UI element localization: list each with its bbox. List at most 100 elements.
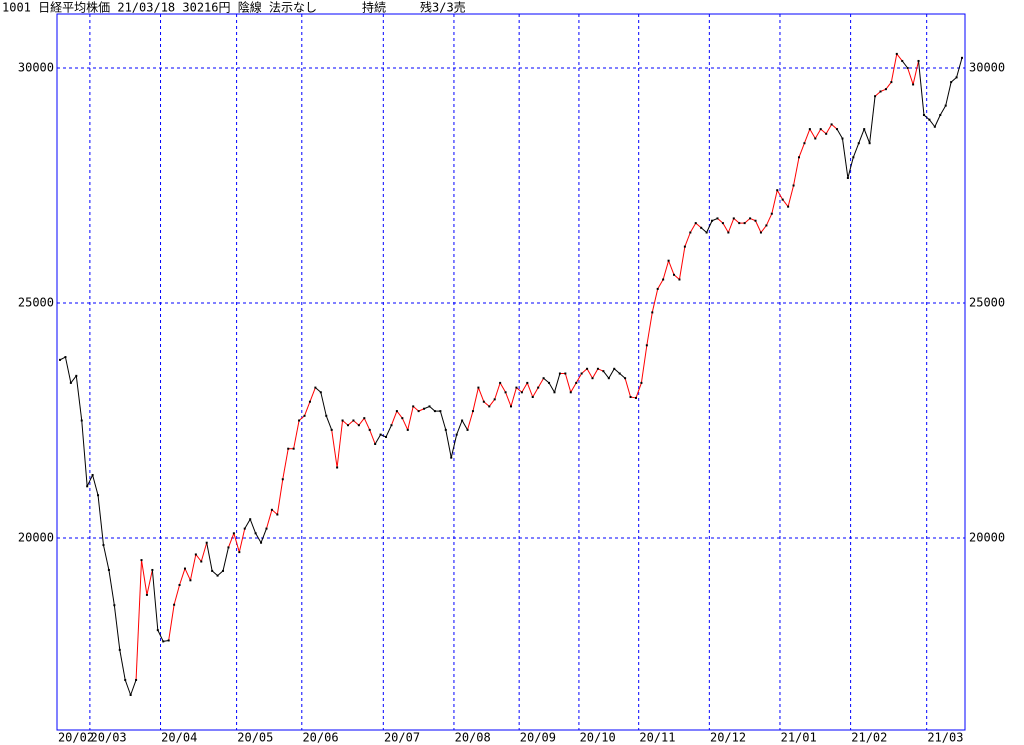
status: 持続 — [362, 0, 386, 15]
price-segment — [244, 518, 251, 529]
price-point — [379, 433, 382, 436]
price-segment — [86, 474, 94, 487]
price-segment — [776, 189, 784, 200]
x-tick-label: 20/10 — [580, 731, 616, 745]
price-point — [759, 231, 762, 234]
price-point — [167, 639, 170, 642]
price-segment — [526, 382, 534, 398]
price-segment — [793, 157, 800, 186]
price-point — [352, 419, 355, 422]
price-point — [499, 381, 502, 384]
price-point — [716, 217, 719, 220]
position: 残3/3売 — [420, 0, 466, 15]
x-tick-label: 20/04 — [161, 731, 197, 745]
price-point — [857, 142, 860, 145]
price-point — [314, 386, 317, 389]
price-point — [292, 447, 295, 450]
price-point — [488, 405, 491, 408]
x-tick-label: 20/08 — [455, 731, 491, 745]
price-point — [363, 417, 366, 420]
price-segment — [624, 378, 632, 398]
price-segment — [684, 232, 691, 247]
price-segment — [374, 434, 382, 445]
price-segment — [401, 417, 409, 431]
price-point — [97, 494, 100, 497]
price-point — [216, 574, 219, 577]
price-segment — [635, 382, 642, 399]
price-point — [618, 372, 621, 375]
price-point — [548, 381, 551, 384]
x-tick-label: 21/01 — [781, 731, 817, 745]
price-segment — [929, 119, 936, 128]
price-point — [890, 81, 893, 84]
price-point — [950, 81, 953, 84]
price-point — [683, 245, 686, 248]
price-point — [825, 132, 828, 135]
x-tick-label: 20/06 — [302, 731, 338, 745]
price-point — [667, 259, 670, 262]
price-segment — [304, 401, 311, 416]
price-segment — [92, 474, 99, 496]
price-segment — [608, 368, 615, 379]
price-segment — [592, 368, 599, 379]
price-point — [287, 447, 290, 450]
price-point — [564, 372, 567, 375]
price-point — [868, 142, 871, 145]
price-point — [673, 273, 676, 276]
price-point — [156, 629, 159, 632]
price-point — [401, 417, 404, 420]
price-point — [504, 391, 507, 394]
price-point — [580, 372, 583, 375]
price-point — [846, 176, 849, 179]
price-point — [808, 128, 811, 131]
price-segment — [467, 410, 474, 431]
price-point — [797, 156, 800, 159]
price-point — [727, 231, 730, 234]
price-segment — [222, 547, 229, 572]
price-point — [276, 513, 279, 516]
price-point — [526, 381, 529, 384]
price-segment — [233, 533, 240, 553]
price-segment — [706, 220, 713, 233]
price-point — [439, 410, 442, 413]
price-segment — [113, 605, 121, 650]
price-point — [385, 435, 388, 438]
price-point — [776, 189, 779, 192]
price-point — [656, 287, 659, 290]
x-tick-label: 20/11 — [639, 731, 675, 745]
price-point — [830, 123, 833, 126]
price-segment — [385, 424, 392, 438]
price-point — [613, 367, 616, 370]
price-point — [591, 377, 594, 380]
price-point — [732, 217, 735, 220]
plot-frame — [56, 13, 966, 731]
y-tick-label-right: 20000 — [969, 531, 1005, 545]
y-tick-label: 30000 — [18, 61, 54, 75]
price-point — [357, 424, 360, 427]
price-segment — [662, 260, 670, 280]
price-segment — [885, 81, 892, 90]
price-segment — [564, 373, 572, 393]
price-point — [738, 222, 741, 225]
price-segment — [755, 220, 762, 233]
price-point — [330, 428, 333, 431]
price-segment — [200, 542, 208, 562]
price-point — [450, 456, 453, 459]
price-segment — [461, 420, 468, 431]
price-point — [678, 278, 681, 281]
price-point — [466, 428, 469, 431]
price-point — [814, 137, 817, 140]
price-segment — [602, 370, 610, 379]
price-point — [200, 560, 203, 563]
price-point — [629, 396, 632, 399]
price-point — [151, 568, 154, 571]
price-point — [575, 381, 578, 384]
price-segment — [510, 387, 517, 407]
price-point — [928, 118, 931, 121]
price-point — [243, 527, 246, 530]
price-point — [939, 114, 942, 117]
price-point — [178, 584, 181, 587]
price-point — [211, 569, 214, 572]
price-segment — [282, 448, 289, 480]
price-segment — [901, 60, 909, 69]
